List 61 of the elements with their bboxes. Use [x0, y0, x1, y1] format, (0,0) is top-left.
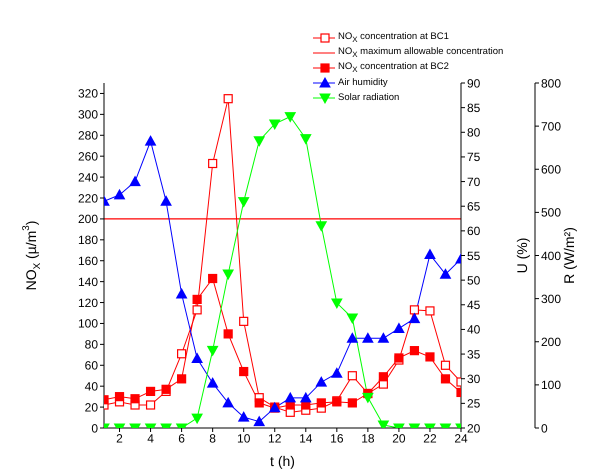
y-tick-label: 60 [84, 358, 98, 373]
y3-tick-label: 800 [541, 76, 562, 90]
y-tick-label: 200 [78, 212, 98, 226]
y2-tick-label: 70 [467, 174, 481, 189]
y-tick-label: 160 [78, 254, 98, 268]
x-tick-label: 18 [361, 432, 375, 446]
legend-label: Solar radiation [338, 92, 400, 103]
x-tick-label: 22 [423, 432, 437, 446]
x-tick-label: 14 [299, 432, 313, 446]
y3-tick-label: 600 [541, 162, 562, 177]
y2-tick-label: 45 [467, 298, 481, 312]
y2-tick-label: 40 [467, 322, 481, 337]
y-tick-label: 0 [91, 421, 98, 436]
x-axis-title: t (h) [270, 453, 295, 469]
x-tick-label: 24 [454, 432, 468, 446]
y-tick-label: 120 [78, 296, 98, 310]
x-tick-label: 4 [147, 432, 154, 446]
y2-tick-label: 85 [467, 100, 481, 115]
y2-tick-label: 25 [467, 396, 481, 411]
y-tick-label: 80 [84, 338, 98, 352]
y3-tick-label: 400 [541, 248, 562, 263]
y2-tick-label: 60 [467, 224, 481, 238]
y3-tick-label: 200 [541, 335, 562, 350]
y2-tick-label: 90 [467, 76, 481, 90]
y2-tick-label: 50 [467, 273, 481, 288]
x-tick-label: 2 [116, 432, 124, 446]
y2-tick-label: 75 [467, 150, 481, 164]
y2-axis-title: U (%) [514, 238, 530, 274]
legend-label: NO$_{X}$ concentration at BC2 [338, 61, 449, 74]
y-tick-label: 240 [78, 170, 98, 184]
y2-tick-label: 20 [467, 421, 481, 436]
y3-tick-label: 700 [541, 119, 562, 134]
y3-tick-label: 300 [541, 292, 562, 306]
x-tick-label: 8 [209, 432, 216, 446]
x-tick-label: 10 [237, 432, 251, 446]
y3-axis-title: R (W/m²) [560, 227, 577, 284]
y-tick-label: 140 [78, 274, 98, 289]
x-tick-label: 6 [178, 432, 186, 446]
y-tick-label: 180 [78, 233, 98, 248]
y-tick-label: 220 [78, 191, 98, 206]
y2-tick-label: 35 [467, 347, 481, 362]
y3-tick-label: 0 [541, 421, 548, 436]
y2-tick-label: 55 [467, 248, 481, 263]
y3-tick-label: 500 [541, 206, 562, 220]
y2-tick-label: 80 [467, 126, 481, 140]
y2-tick-label: 65 [467, 199, 481, 214]
x-tick-label: 20 [392, 432, 406, 446]
legend-label: NO$_{X}$ maximum allowable concentration [338, 46, 504, 59]
y3-tick-label: 100 [541, 378, 562, 392]
legend-label: NO$_{X}$ concentration at BC1 [338, 31, 449, 44]
y2-tick-label: 30 [467, 372, 481, 386]
x-tick-label: 12 [268, 432, 282, 446]
y-tick-label: 20 [84, 400, 98, 414]
legend-label: Air humidity [338, 77, 388, 88]
y-tick-label: 300 [78, 108, 98, 122]
y-tick-label: 280 [78, 128, 98, 143]
y-tick-label: 320 [78, 86, 98, 101]
y-tick-label: 260 [78, 149, 98, 164]
x-tick-label: 16 [330, 432, 344, 446]
y-tick-label: 100 [78, 316, 98, 331]
y-tick-label: 40 [84, 379, 98, 394]
